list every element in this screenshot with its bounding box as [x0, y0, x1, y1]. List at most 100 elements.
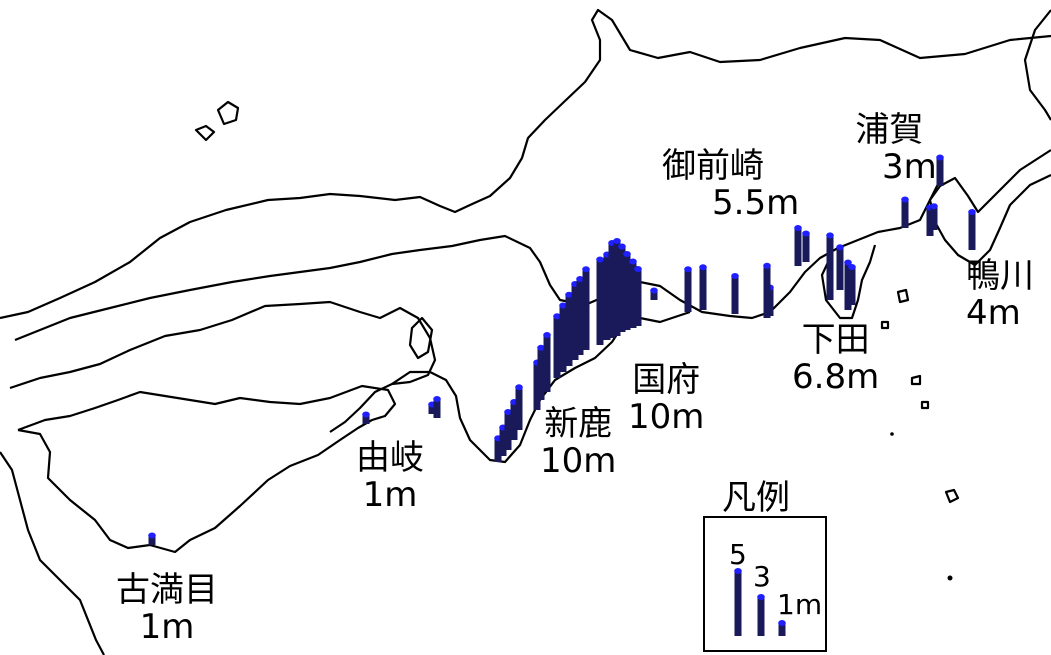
tsunami-bar-cap: [731, 273, 739, 279]
awaji-island: [408, 316, 434, 360]
tsunami-bar-cap: [623, 251, 631, 257]
tsunami-height-bar: [596, 259, 604, 345]
tsunami-height-bar: [731, 276, 739, 314]
place-height: 10m: [628, 396, 705, 437]
island-north: [216, 100, 240, 126]
tsunami-height-bar: [623, 254, 631, 330]
tsunami-height-bar: [428, 404, 436, 414]
tsunami-height-bar: [582, 269, 590, 350]
tsunami-bar-cap: [629, 258, 637, 265]
tsunami-bar-cap: [559, 302, 567, 309]
tsunami-height-bar: [543, 335, 551, 392]
tsunami-height-bar: [968, 212, 976, 250]
tsunami-height-bar: [565, 294, 573, 366]
tsunami-bar-cap: [504, 409, 512, 415]
legend-bar-cap: [778, 620, 786, 626]
tsunami-bar-cap: [901, 196, 909, 203]
tsunami-height-bar: [571, 284, 579, 360]
tsunami-height-bar: [362, 414, 370, 424]
coastline-boso: [928, 174, 1051, 267]
tsunami-bar-cap: [968, 209, 976, 215]
legend-label-5: 5: [729, 538, 747, 571]
tsunami-height-bar: [826, 235, 834, 300]
tsunami-bar-cap: [802, 230, 810, 237]
tsunami-height-bar: [576, 279, 584, 355]
legend-bar-cap: [734, 568, 742, 574]
tsunami-bar-cap: [794, 225, 802, 231]
tsunami-bar-cap: [844, 259, 852, 266]
tsunami-bar-cap: [148, 532, 156, 539]
place-height: 1m: [362, 474, 418, 515]
coastline-north-honshu: [0, 8, 1051, 320]
coastline-seto: [9, 300, 437, 433]
legend-box: 5 3 1m: [703, 516, 827, 652]
place-height: 3m: [882, 146, 937, 187]
coastline-izu: [820, 244, 877, 320]
tsunami-height-bar: [504, 412, 512, 450]
tsunami-height-bar: [499, 427, 507, 456]
legend-bars: [734, 568, 786, 636]
tsunami-height-bar: [699, 267, 707, 310]
place-name: 由岐: [356, 438, 424, 478]
island-dot-2: [890, 432, 894, 436]
place-height: 5.5m: [712, 182, 800, 223]
tsunami-height-bar: [148, 535, 156, 545]
tsunami-bar-cap: [553, 313, 561, 320]
legend-label-3: 3: [753, 560, 771, 593]
label-urakawa: 浦賀 3m: [842, 110, 937, 187]
tsunami-bar-cap: [699, 264, 707, 271]
label-shinka: 新鹿 10m: [540, 406, 616, 479]
tsunami-bar-cap: [684, 266, 692, 273]
label-kamogawa: 鴨川 4m: [966, 258, 1034, 331]
tsunami-bar-cap: [565, 291, 573, 298]
tsunami-height-bar: [930, 206, 938, 230]
tsunami-bar-cap: [537, 344, 545, 351]
tsunami-height-bar: [537, 347, 545, 400]
label-komame: 古満目 1m: [116, 572, 218, 645]
tsunami-height-bar: [802, 233, 810, 262]
tsunami-bar-cap: [576, 276, 584, 282]
tsunami-bar-cap: [515, 384, 523, 391]
tsunami-bar-cap: [930, 203, 938, 210]
tsunami-height-bar: [494, 438, 502, 462]
tsunami-height-bar: [844, 262, 852, 310]
place-height: 10m: [540, 440, 617, 481]
place-name: 鴨川: [966, 256, 1034, 296]
place-name: 浦賀: [855, 110, 924, 150]
tsunami-height-bar: [559, 305, 567, 372]
tsunami-height-bar: [634, 269, 642, 326]
tsunami-bar-cap: [582, 266, 590, 273]
tsunami-bar-cap: [634, 266, 642, 272]
tsunami-height-bar: [836, 247, 844, 290]
tsunami-height-bar: [533, 362, 541, 410]
tsunami-bar-cap: [613, 238, 621, 244]
place-height: 1m: [139, 606, 195, 647]
tsunami-height-bar: [684, 269, 692, 312]
tsunami-height-bar: [848, 267, 856, 305]
izu-islands: [880, 288, 960, 504]
tsunami-height-bar: [510, 402, 518, 440]
legend-label-1m: 1m: [777, 588, 823, 621]
tsunami-height-bar: [613, 241, 621, 336]
tsunami-bar-cap: [848, 264, 856, 270]
tsunami-bar-cap: [836, 244, 844, 251]
legend-bar: [757, 597, 765, 636]
tsunami-bar-cap: [543, 332, 551, 338]
place-name: 国府: [632, 360, 701, 400]
legend-bar: [778, 623, 786, 636]
tsunami-bar-cap: [936, 154, 944, 161]
label-yuki: 由岐 1m: [356, 440, 424, 513]
legend-title: 凡例: [722, 478, 790, 518]
place-name: 御前崎: [662, 146, 764, 186]
label-omaezaki: 御前崎 5.5m: [662, 146, 800, 223]
coastline-group: [0, 8, 1051, 655]
place-height: 4m: [966, 292, 1021, 333]
legend-bar-cap: [757, 594, 765, 600]
legend-bar: [734, 571, 742, 636]
tsunami-height-bar: [433, 399, 441, 418]
tsunami-height-bar: [515, 387, 523, 430]
tsunami-bar-cap: [650, 287, 658, 294]
place-name: 古満目: [116, 570, 218, 610]
tsunami-height-bar: [794, 228, 802, 266]
tsunami-height-bar: [763, 265, 771, 318]
